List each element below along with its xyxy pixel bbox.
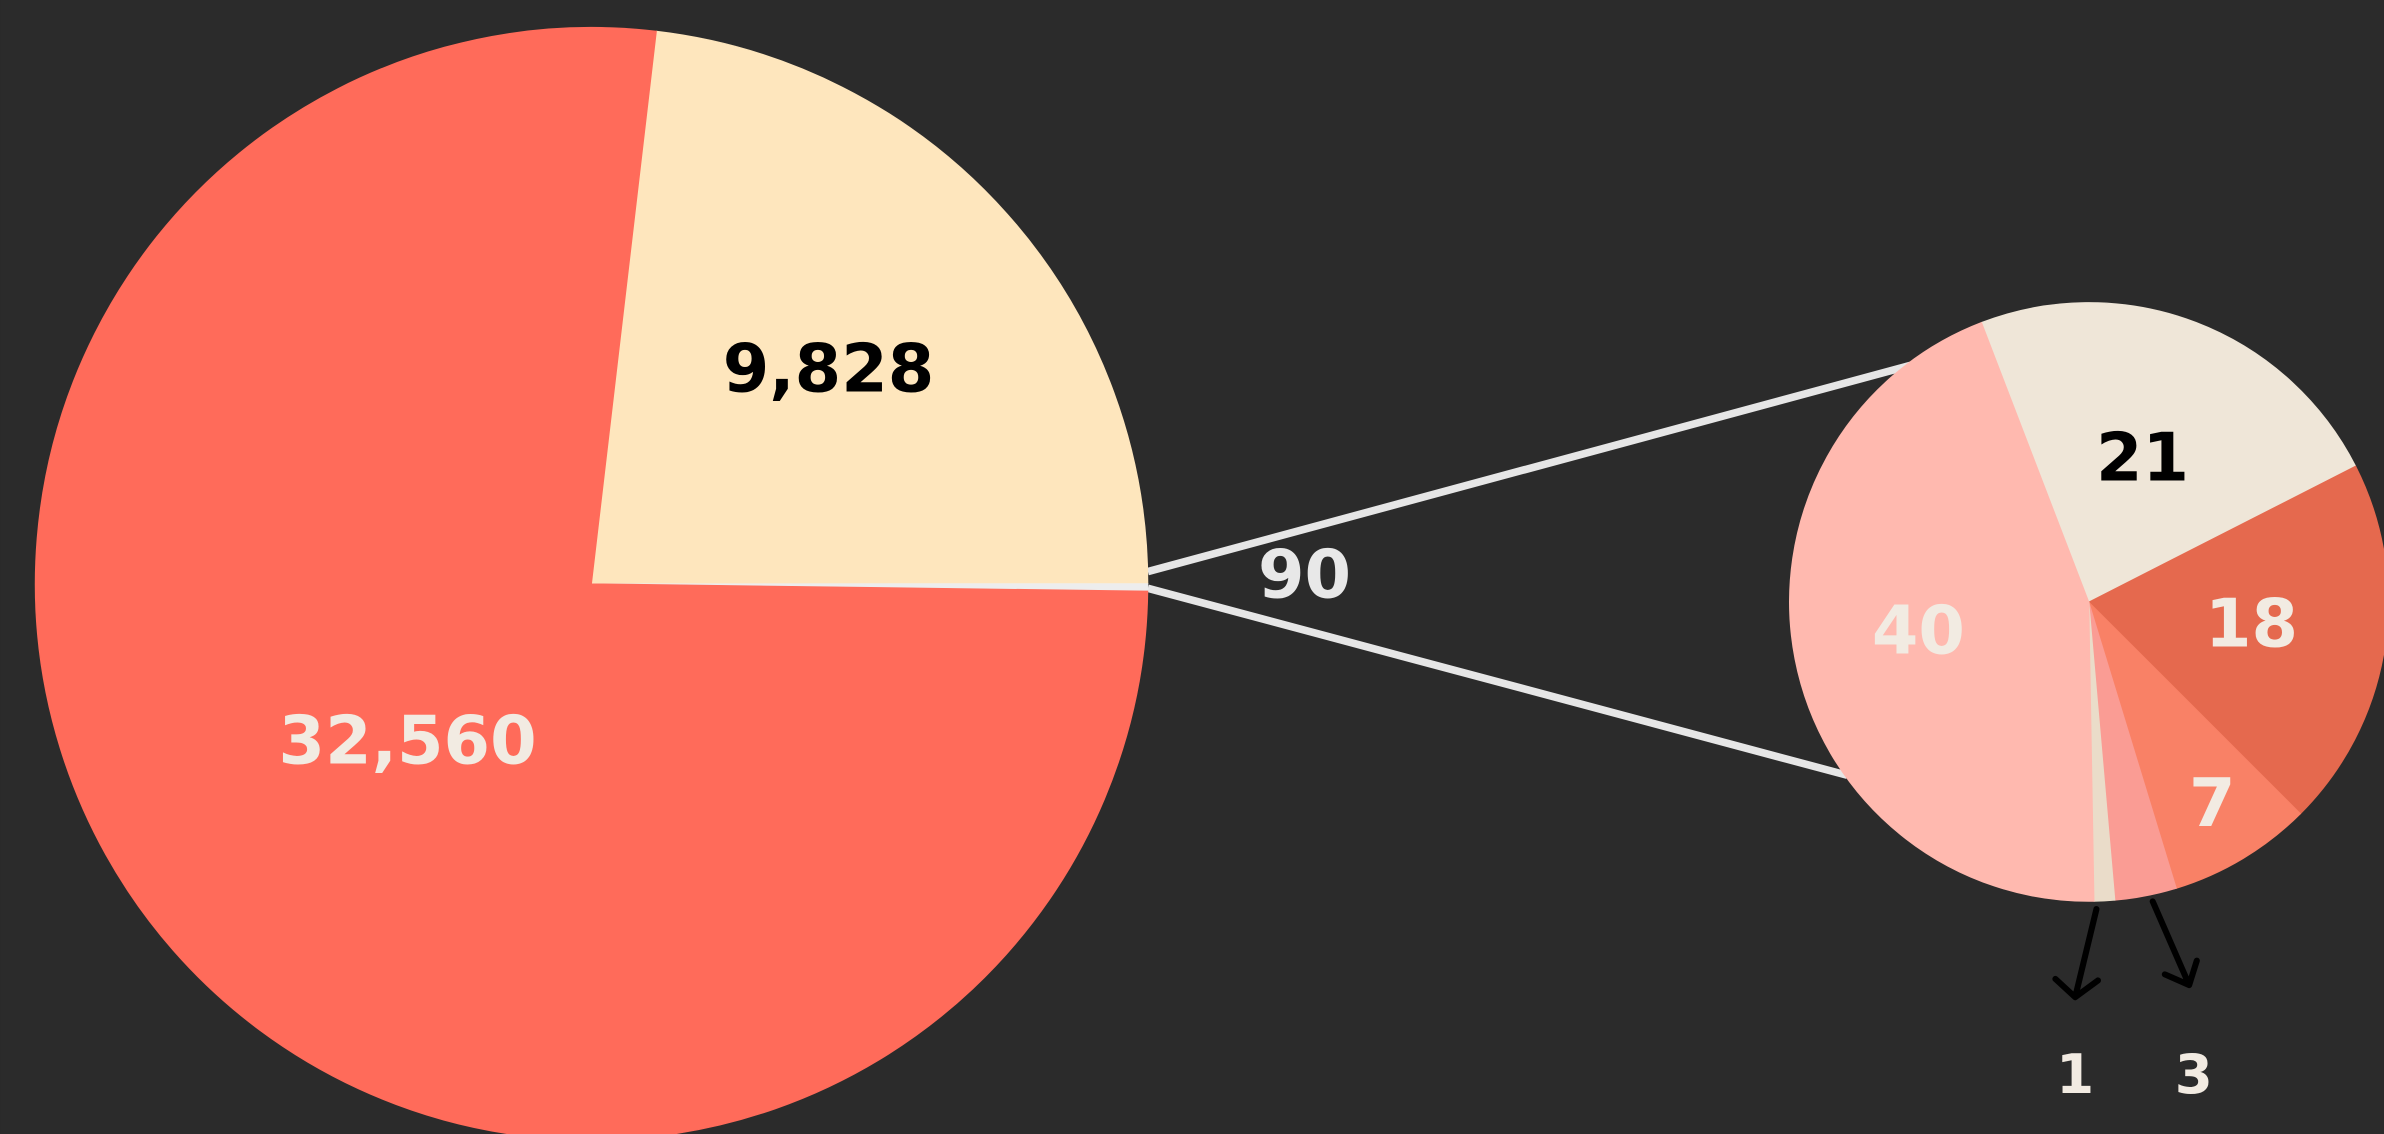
data-label: 1 bbox=[2056, 1042, 2094, 1106]
arrow bbox=[2149, 898, 2200, 989]
data-label: 32,560 bbox=[279, 702, 537, 780]
data-label: 7 bbox=[2189, 764, 2236, 842]
pie-slice bbox=[1789, 321, 2095, 902]
arrow bbox=[2052, 905, 2102, 1001]
data-label: 21 bbox=[2096, 419, 2189, 497]
pie-slice bbox=[2088, 465, 2384, 815]
pie-slice bbox=[2088, 601, 2302, 889]
arrows bbox=[2052, 898, 2200, 1001]
pie-slice bbox=[34, 27, 1149, 1134]
pie-slice bbox=[591, 30, 1149, 585]
connector-line bbox=[1146, 584, 1849, 779]
connector-line bbox=[1146, 361, 1914, 576]
data-label: 3 bbox=[2175, 1042, 2213, 1106]
data-label: 18 bbox=[2205, 584, 2298, 662]
data-label: 40 bbox=[1872, 592, 1965, 670]
pie-slice bbox=[1981, 302, 2357, 603]
data-label: 9,828 bbox=[723, 329, 935, 407]
data-label: 90 bbox=[1258, 536, 1351, 614]
